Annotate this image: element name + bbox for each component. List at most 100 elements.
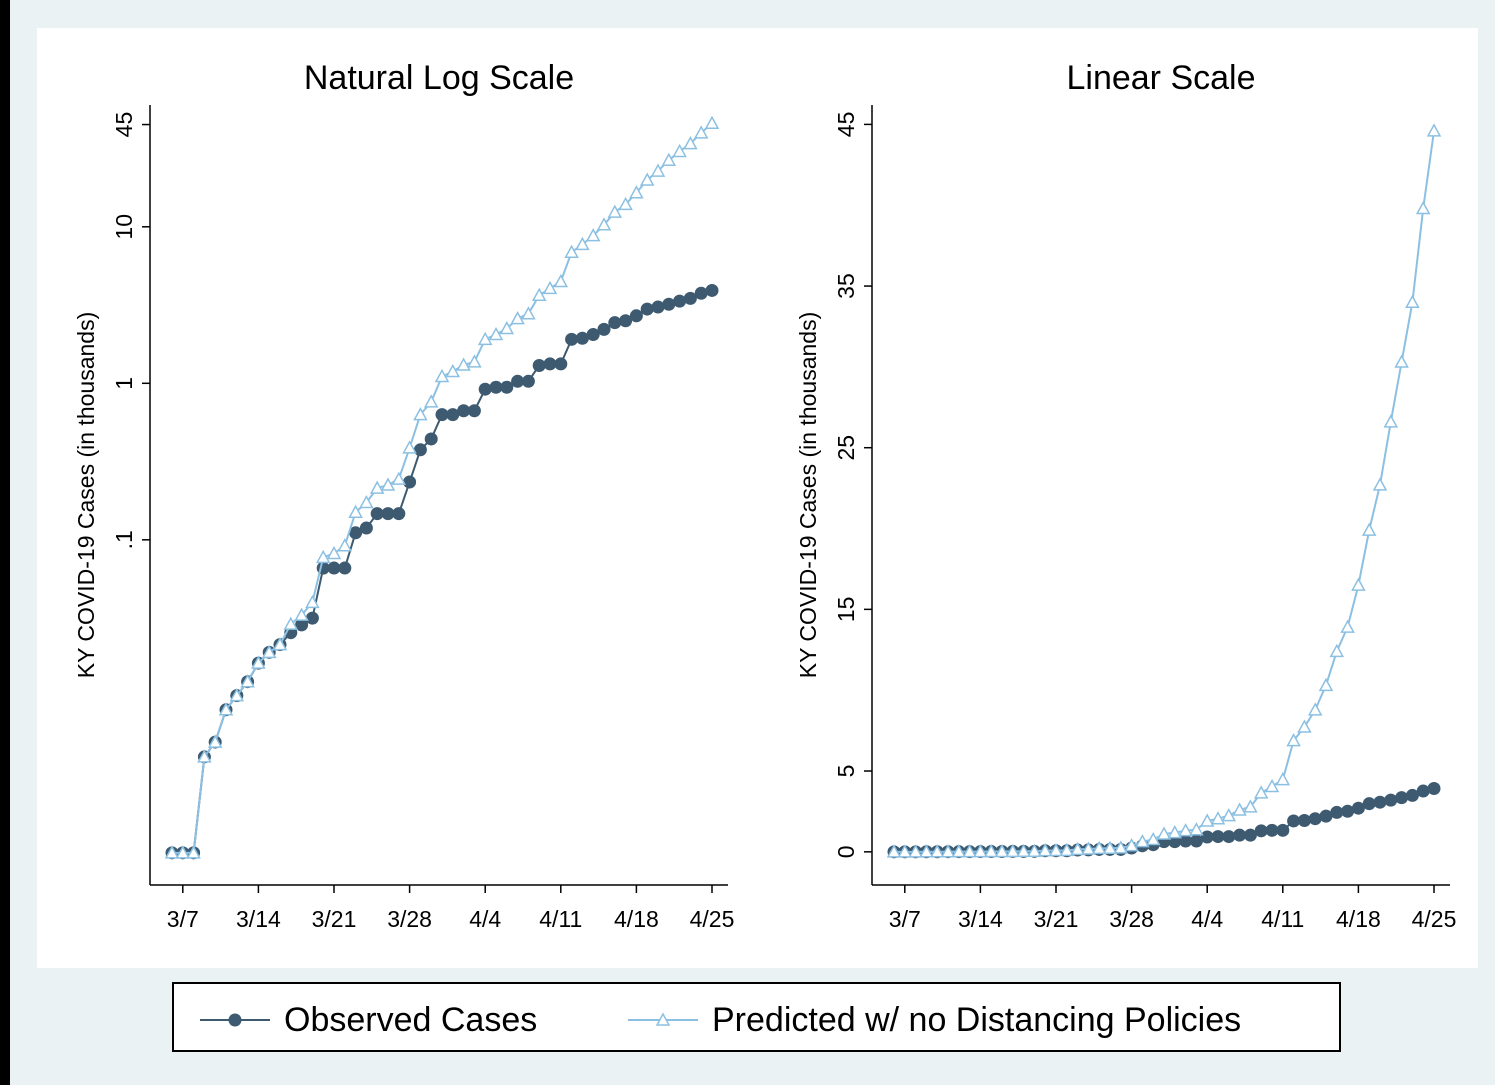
point <box>908 844 923 858</box>
point <box>586 328 600 342</box>
left-border <box>0 0 10 1085</box>
point <box>359 494 374 509</box>
point <box>693 125 709 139</box>
chart-title: Natural Log Scale <box>304 59 574 97</box>
point <box>1330 805 1344 819</box>
point <box>683 136 698 150</box>
point <box>1427 781 1441 795</box>
point <box>1222 830 1236 844</box>
point <box>694 286 708 300</box>
point <box>294 607 309 621</box>
point <box>1156 826 1172 840</box>
point <box>1253 785 1269 799</box>
x-tick-label: 4/18 <box>1336 906 1381 932</box>
point <box>521 374 535 388</box>
point <box>1016 843 1031 858</box>
legend-marker <box>228 1013 242 1027</box>
point <box>197 749 212 763</box>
x-tick-label: 3/28 <box>1109 906 1154 932</box>
point <box>261 644 277 659</box>
point <box>435 408 449 422</box>
point <box>283 616 299 630</box>
point <box>1405 788 1419 802</box>
point <box>1027 843 1042 857</box>
point <box>391 471 407 485</box>
point <box>1168 835 1182 849</box>
point <box>186 845 201 859</box>
point <box>1351 801 1365 815</box>
legend-label: Predicted w/ no Distancing Policies <box>712 1001 1241 1039</box>
point <box>618 196 633 211</box>
point <box>650 163 666 177</box>
point <box>1264 778 1280 793</box>
point <box>457 404 471 418</box>
point <box>489 380 503 394</box>
point <box>499 320 515 335</box>
y-axis-title: KY COVID-19 Cases (in thousands) <box>73 312 99 678</box>
point <box>1200 830 1214 844</box>
x-tick-label: 3/28 <box>387 906 432 932</box>
point <box>456 357 471 371</box>
point <box>1113 840 1129 854</box>
point <box>672 143 687 158</box>
point <box>1124 838 1139 852</box>
x-tick-label: 4/11 <box>539 906 582 932</box>
point <box>1005 843 1021 858</box>
point <box>951 844 967 858</box>
point <box>315 549 331 564</box>
point <box>338 561 352 575</box>
y-tick-label: 25 <box>833 435 859 461</box>
point <box>337 538 353 552</box>
point <box>608 316 622 330</box>
point <box>413 407 428 421</box>
point <box>229 688 245 702</box>
point <box>640 302 654 316</box>
x-tick-label: 4/4 <box>469 906 501 932</box>
point <box>1362 797 1376 811</box>
legend-marker <box>655 1012 671 1026</box>
point <box>1178 823 1193 837</box>
x-tick-label: 3/21 <box>312 906 357 932</box>
point <box>359 521 373 535</box>
point <box>500 380 514 394</box>
point <box>1189 822 1204 836</box>
point <box>1318 677 1334 692</box>
point <box>467 354 482 368</box>
point <box>175 845 191 859</box>
point <box>565 332 579 346</box>
point <box>1372 477 1388 491</box>
point <box>1276 823 1290 837</box>
point <box>1081 841 1096 855</box>
y-tick-label: 15 <box>833 597 859 623</box>
y-tick-label: 5 <box>833 765 859 778</box>
point <box>940 844 956 858</box>
point <box>543 357 557 371</box>
y-tick-label: 0 <box>833 845 859 858</box>
y-tick-label: 35 <box>833 273 859 299</box>
point <box>478 382 492 396</box>
point <box>542 280 558 295</box>
point <box>305 611 319 625</box>
point <box>704 115 720 129</box>
y-tick-label: 45 <box>833 112 859 138</box>
point <box>1308 812 1322 826</box>
point <box>1265 823 1279 837</box>
point <box>403 475 417 489</box>
point <box>1135 834 1150 848</box>
point <box>629 309 643 323</box>
point <box>1254 824 1268 838</box>
point <box>392 507 406 521</box>
point <box>521 306 536 320</box>
point <box>1243 799 1258 813</box>
point <box>1297 719 1312 733</box>
x-tick-label: 3/14 <box>958 906 1003 932</box>
point <box>1102 840 1118 854</box>
point <box>446 408 460 422</box>
point <box>973 844 988 858</box>
point <box>370 507 384 521</box>
point <box>1091 840 1107 855</box>
point <box>1199 813 1215 827</box>
point <box>983 843 999 858</box>
